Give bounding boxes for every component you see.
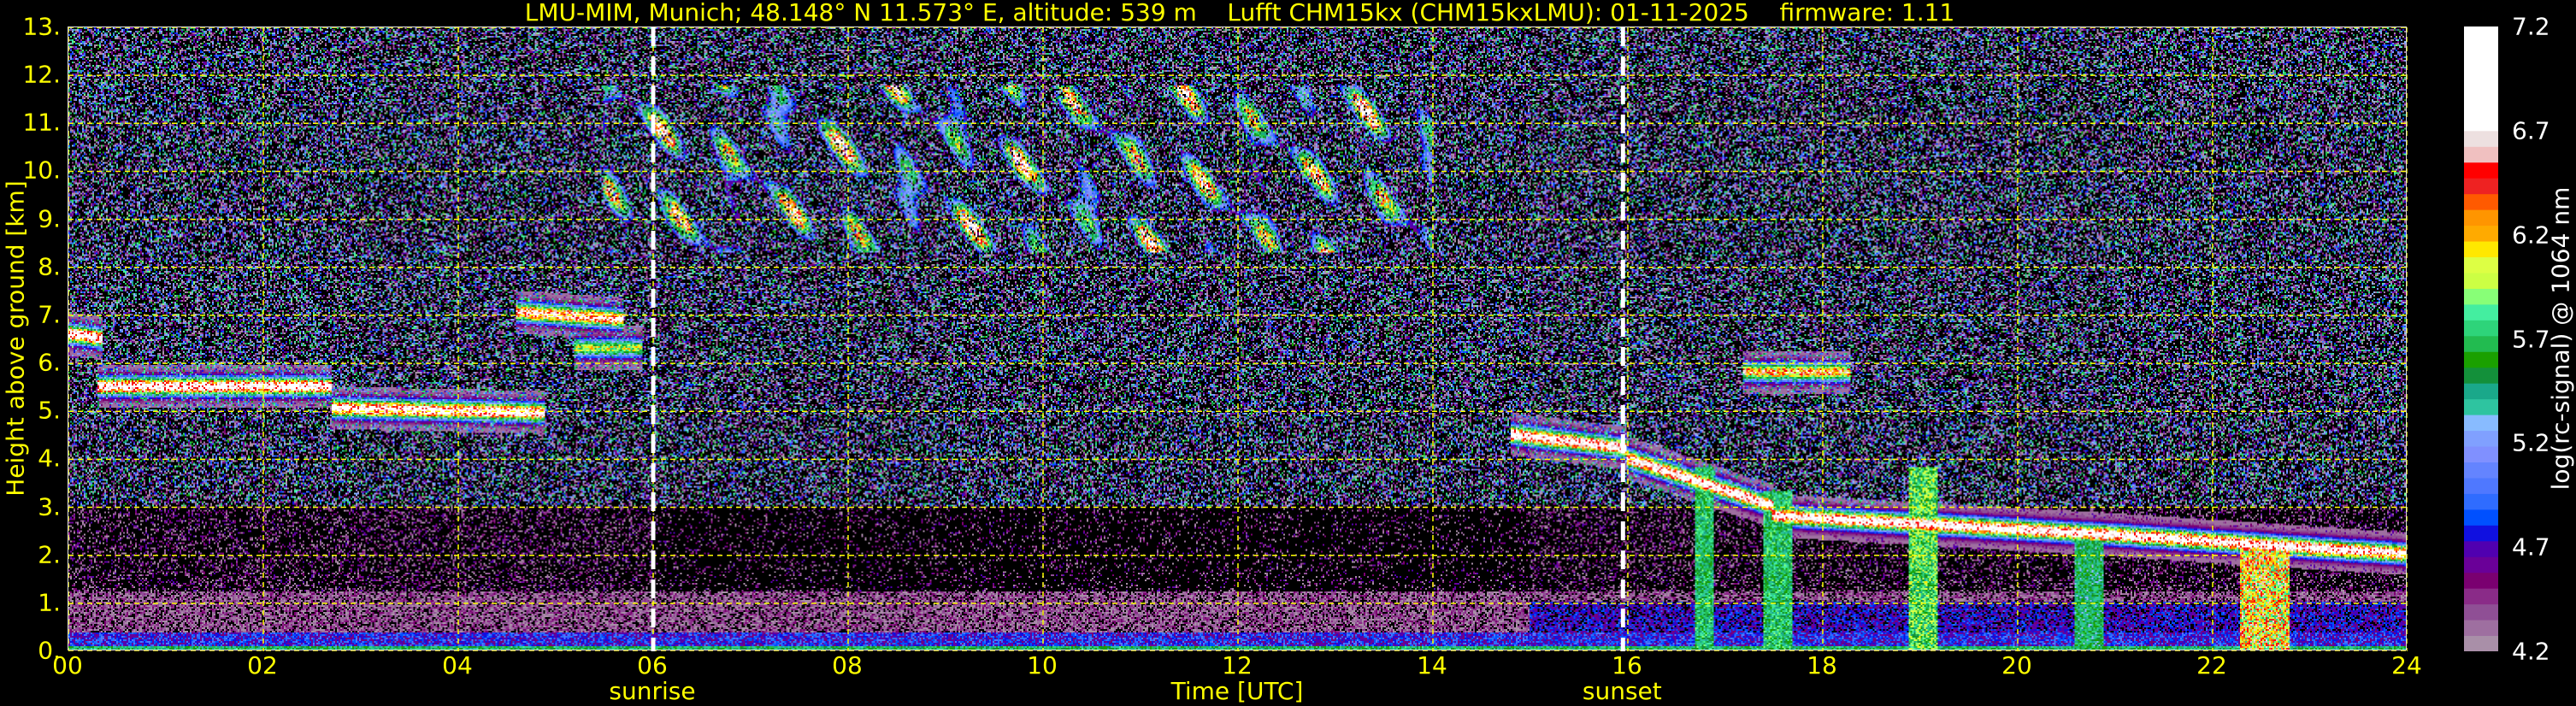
colorbar-segment bbox=[2464, 493, 2498, 510]
x-tick-label: 04 bbox=[442, 651, 473, 680]
colorbar-segment bbox=[2464, 556, 2498, 574]
colorbar-segment bbox=[2464, 320, 2498, 337]
colorbar-segment bbox=[2464, 383, 2498, 400]
sunrise-label: sunrise bbox=[609, 677, 696, 705]
colorbar-segment bbox=[2464, 193, 2498, 210]
colorbar-tick-label: 6.2 bbox=[2512, 221, 2550, 250]
colorbar-segment bbox=[2464, 446, 2498, 462]
x-tick-label: 00 bbox=[52, 651, 83, 680]
y-tick-label: 10. bbox=[22, 156, 61, 185]
colorbar-segment bbox=[2464, 303, 2498, 321]
y-tick-label: 3. bbox=[38, 492, 61, 521]
colorbar-segment bbox=[2464, 241, 2498, 258]
colorbar-segment bbox=[2464, 146, 2498, 163]
x-tick-label: 12 bbox=[1222, 651, 1253, 680]
plot-area bbox=[68, 26, 2408, 651]
colorbar-segment bbox=[2464, 288, 2498, 305]
colorbar-tick-label: 5.7 bbox=[2512, 325, 2550, 353]
colorbar-segment bbox=[2464, 335, 2498, 352]
colorbar-segment bbox=[2464, 178, 2498, 195]
colorbar-label: log(rc-signal) @ 1064 nm bbox=[2546, 186, 2575, 491]
colorbar-segment bbox=[2464, 620, 2498, 637]
y-tick-label: 5. bbox=[38, 396, 61, 425]
sunset-label: sunset bbox=[1582, 677, 1662, 705]
colorbar-segment bbox=[2464, 367, 2498, 384]
colorbar-segment bbox=[2464, 351, 2498, 368]
y-tick-label: 7. bbox=[38, 300, 61, 329]
y-tick-label: 11. bbox=[22, 108, 61, 137]
colorbar-segment bbox=[2464, 130, 2498, 147]
x-tick-label: 18 bbox=[1807, 651, 1837, 680]
colorbar-segment bbox=[2464, 635, 2498, 651]
x-tick-label: 06 bbox=[637, 651, 668, 680]
x-axis-label: Time [UTC] bbox=[1170, 677, 1304, 705]
colorbar-segment bbox=[2464, 462, 2498, 479]
x-tick-label: 20 bbox=[2001, 651, 2032, 680]
x-tick-label: 10 bbox=[1027, 651, 1058, 680]
x-tick-label: 02 bbox=[247, 651, 278, 680]
colorbar-segment bbox=[2464, 256, 2498, 274]
colorbar-segment bbox=[2464, 26, 2498, 132]
y-tick-label: 8. bbox=[38, 252, 61, 281]
colorbar-segment bbox=[2464, 209, 2498, 227]
colorbar-segment bbox=[2464, 588, 2498, 605]
x-tick-label: 22 bbox=[2196, 651, 2227, 680]
colorbar-tick-label: 5.2 bbox=[2512, 428, 2550, 457]
colorbar-segment bbox=[2464, 398, 2498, 415]
colorbar-tick-label: 6.7 bbox=[2512, 116, 2550, 145]
y-tick-label: 6. bbox=[38, 348, 61, 377]
x-tick-label: 08 bbox=[832, 651, 863, 680]
colorbar-segment bbox=[2464, 415, 2498, 432]
colorbar bbox=[2464, 26, 2498, 651]
y-tick-label: 4. bbox=[38, 444, 61, 473]
x-tick-label: 14 bbox=[1417, 651, 1447, 680]
y-tick-label: 2. bbox=[38, 540, 61, 569]
colorbar-tick-label: 4.2 bbox=[2512, 637, 2550, 666]
y-tick-label: 9. bbox=[38, 204, 61, 233]
colorbar-segment bbox=[2464, 572, 2498, 589]
colorbar-segment bbox=[2464, 477, 2498, 494]
colorbar-segment bbox=[2464, 162, 2498, 179]
colorbar-tick-label: 7.2 bbox=[2512, 12, 2550, 41]
colorbar-segment bbox=[2464, 509, 2498, 526]
y-tick-label: 0. bbox=[38, 636, 61, 665]
colorbar-segment bbox=[2464, 225, 2498, 242]
y-axis-label: Height above ground [km] bbox=[1, 180, 30, 497]
colorbar-segment bbox=[2464, 540, 2498, 557]
chart-title: LMU-MIM, Munich; 48.148° N 11.573° E, al… bbox=[524, 0, 1955, 26]
y-tick-label: 13. bbox=[22, 12, 61, 41]
colorbar-segment bbox=[2464, 603, 2498, 621]
x-tick-label: 24 bbox=[2391, 651, 2422, 680]
x-tick-label: 16 bbox=[1612, 651, 1642, 680]
y-tick-label: 12. bbox=[22, 60, 61, 89]
colorbar-tick-label: 4.7 bbox=[2512, 532, 2550, 562]
colorbar-segment bbox=[2464, 430, 2498, 447]
grid-overlay bbox=[68, 27, 2408, 651]
colorbar-segment bbox=[2464, 525, 2498, 542]
y-tick-label: 1. bbox=[38, 588, 61, 617]
colorbar-segment bbox=[2464, 272, 2498, 289]
